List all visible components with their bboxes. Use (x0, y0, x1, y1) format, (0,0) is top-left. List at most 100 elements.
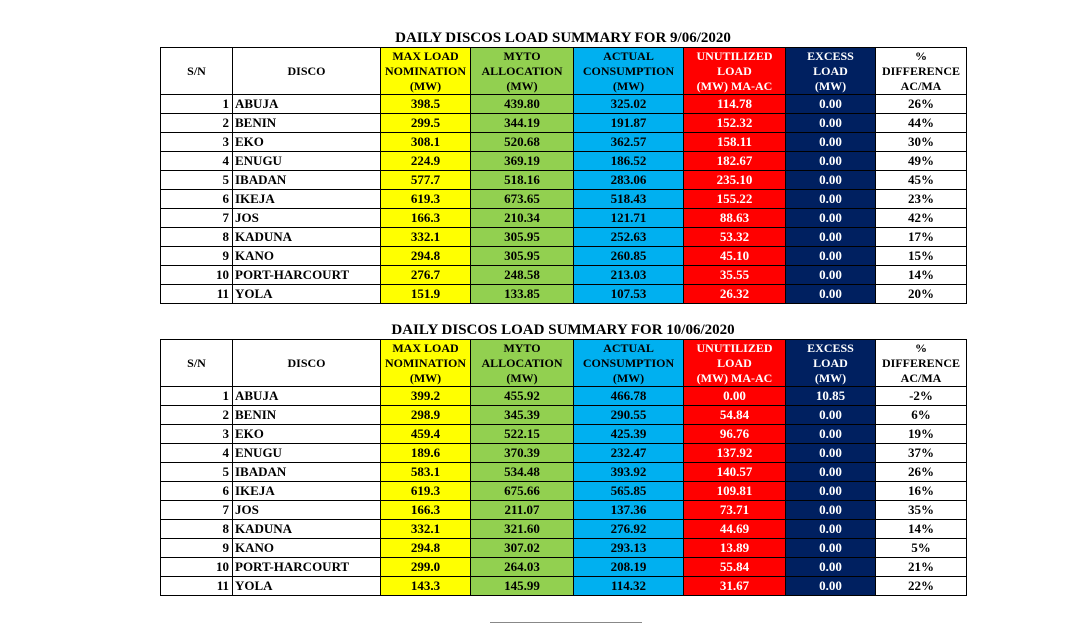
header-cell: S/N (160, 339, 233, 387)
data-row: 2 BENIN 299.5 344.19 191.87 152.32 0.00 44% (160, 113, 967, 133)
value-cell: 17% (875, 227, 967, 247)
header-row: S/N DISCO MAX LOAD NOMINATION (MW) MYTO ALLOCA… (160, 47, 967, 95)
header-line: DIFFERENCE (881, 63, 960, 78)
value-cell: 565.85 (573, 481, 684, 501)
value-cell: 0.00 (785, 443, 876, 463)
header-line: EXCESS (807, 340, 854, 355)
header-line: MAX LOAD (392, 340, 459, 355)
value-cell: 362.57 (573, 132, 684, 152)
value-cell: 137.92 (683, 443, 786, 463)
value-cell: 232.47 (573, 443, 684, 463)
value-cell: 399.2 (380, 386, 471, 406)
value-cell: 5% (875, 538, 967, 558)
value-cell: 14% (875, 265, 967, 285)
serial-cell: 5 (160, 462, 233, 482)
value-cell: 114.78 (683, 94, 786, 114)
header-line: (MW) (814, 78, 847, 93)
header-line: (MW) (612, 370, 645, 385)
header-line: LOAD (717, 63, 752, 78)
value-cell: 0.00 (785, 170, 876, 190)
value-cell: 10.85 (785, 386, 876, 406)
value-cell: 88.63 (683, 208, 786, 228)
serial-cell: 7 (160, 500, 233, 520)
serial-cell: 10 (160, 557, 233, 577)
value-cell: 191.87 (573, 113, 684, 133)
header-cell: ACTUAL CONSUMPTION (MW) (573, 339, 684, 387)
value-cell: 619.3 (380, 481, 471, 501)
disco-cell: ENUGU (232, 151, 381, 171)
header-cell: ACTUAL CONSUMPTION (MW) (573, 47, 684, 95)
data-row: 9 KANO 294.8 305.95 260.85 45.10 0.00 15% (160, 246, 967, 266)
value-cell: 673.65 (470, 189, 574, 209)
value-cell: 0.00 (683, 386, 786, 406)
disco-cell: JOS (232, 500, 381, 520)
table-title: DAILY DISCOS LOAD SUMMARY FOR 10/06/2020 (391, 322, 735, 338)
header-line: ALLOCATION (481, 355, 563, 370)
value-cell: 15% (875, 246, 967, 266)
value-cell: 425.39 (573, 424, 684, 444)
data-row: 8 KADUNA 332.1 321.60 276.92 44.69 0.00 14% (160, 519, 967, 539)
value-cell: 332.1 (380, 519, 471, 539)
value-cell: 0.00 (785, 94, 876, 114)
disco-cell: ENUGU (232, 443, 381, 463)
serial-cell: 5 (160, 170, 233, 190)
value-cell: 109.81 (683, 481, 786, 501)
value-cell: 30% (875, 132, 967, 152)
value-cell: 307.02 (470, 538, 574, 558)
value-cell: 344.19 (470, 113, 574, 133)
value-cell: 518.16 (470, 170, 574, 190)
value-cell: 158.11 (683, 132, 786, 152)
serial-cell: 8 (160, 519, 233, 539)
header-line: CONSUMPTION (582, 355, 675, 370)
header-cell: MYTO ALLOCATION (MW) (470, 339, 574, 387)
disco-cell: IKEJA (232, 189, 381, 209)
disco-cell: ABUJA (232, 386, 381, 406)
serial-cell: 11 (160, 576, 233, 596)
value-cell: 298.9 (380, 405, 471, 425)
data-row: 10 PORT-HARCOURT 276.7 248.58 213.03 35.55 0.0… (160, 265, 967, 285)
header-cell: UNUTILIZED LOAD (MW) MA-AC (683, 339, 786, 387)
serial-cell: 1 (160, 94, 233, 114)
data-row: 1 ABUJA 399.2 455.92 466.78 0.00 10.85 -2% (160, 386, 967, 406)
header-line: EXCESS (807, 48, 854, 63)
disco-cell: KADUNA (232, 227, 381, 247)
value-cell: 294.8 (380, 246, 471, 266)
value-cell: 264.03 (470, 557, 574, 577)
value-cell: 6% (875, 405, 967, 425)
serial-cell: 3 (160, 424, 233, 444)
value-cell: 325.02 (573, 94, 684, 114)
value-cell: 210.34 (470, 208, 574, 228)
value-cell: 22% (875, 576, 967, 596)
data-row: 4 ENUGU 224.9 369.19 186.52 182.67 0.00 49% (160, 151, 967, 171)
value-cell: 518.43 (573, 189, 684, 209)
header-line: MAX LOAD (392, 48, 459, 63)
value-cell: 0.00 (785, 500, 876, 520)
disco-cell: KADUNA (232, 519, 381, 539)
value-cell: 0.00 (785, 424, 876, 444)
value-cell: 305.95 (470, 246, 574, 266)
value-cell: 26% (875, 94, 967, 114)
table-title: DAILY DISCOS LOAD SUMMARY FOR 9/06/2020 (395, 30, 731, 46)
serial-cell: 9 (160, 538, 233, 558)
header-line: (MW) (506, 78, 538, 93)
serial-cell: 7 (160, 208, 233, 228)
header-line: CONSUMPTION (582, 63, 675, 78)
disco-cell: KANO (232, 538, 381, 558)
value-cell: 140.57 (683, 462, 786, 482)
data-row: 10 PORT-HARCOURT 299.0 264.03 208.19 55.84 0.0… (160, 557, 967, 577)
serial-cell: 9 (160, 246, 233, 266)
header-line: DIFFERENCE (881, 355, 960, 370)
value-cell: 459.4 (380, 424, 471, 444)
data-row: 7 JOS 166.3 210.34 121.71 88.63 0.00 42% (160, 208, 967, 228)
value-cell: 14% (875, 519, 967, 539)
data-row: 3 EKO 308.1 520.68 362.57 158.11 0.00 30% (160, 132, 967, 152)
data-row: 3 EKO 459.4 522.15 425.39 96.76 0.00 19% (160, 424, 967, 444)
value-cell: 213.03 (573, 265, 684, 285)
value-cell: 182.67 (683, 151, 786, 171)
data-row: 8 KADUNA 332.1 305.95 252.63 53.32 0.00 17% (160, 227, 967, 247)
value-cell: 0.00 (785, 132, 876, 152)
header-line: LOAD (813, 63, 848, 78)
header-cell: UNUTILIZED LOAD (MW) MA-AC (683, 47, 786, 95)
header-line: (MW) (612, 78, 645, 93)
value-cell: 305.95 (470, 227, 574, 247)
